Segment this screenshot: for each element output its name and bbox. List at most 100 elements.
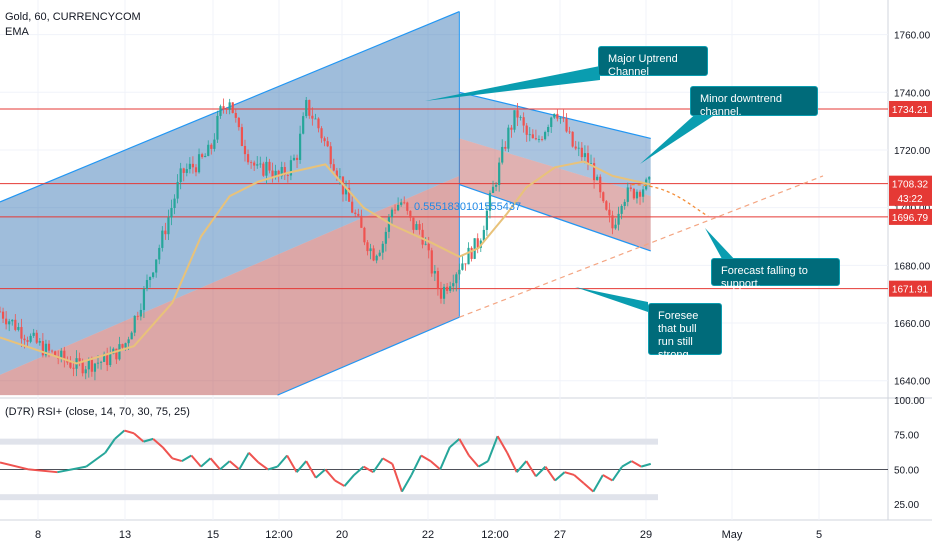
candle-body (8, 321, 11, 325)
rsi-segment (372, 457, 384, 473)
candle-body (210, 144, 213, 149)
candle-body (574, 146, 577, 149)
candle-body (384, 231, 387, 244)
candle-body (531, 134, 534, 139)
time-tick-label: 27 (554, 529, 566, 541)
candle-body (96, 362, 100, 364)
candle-body (397, 204, 400, 211)
candle-body (614, 224, 617, 229)
candle-body (344, 187, 348, 195)
candle-body (38, 341, 41, 343)
candle-body (360, 215, 363, 228)
rsi-segment (57, 465, 87, 474)
candle-body (620, 205, 623, 214)
candle-body (589, 163, 593, 164)
candle-body (5, 318, 8, 325)
rsi-segment (305, 460, 317, 479)
candle-body (69, 362, 72, 368)
candle-body (648, 176, 651, 180)
candle-body (161, 230, 164, 248)
candle-body (326, 141, 329, 147)
candle-body (436, 270, 440, 289)
candle-body (29, 335, 32, 342)
candle-body (498, 162, 501, 185)
rsi-segment (525, 460, 537, 477)
price-badge-label: 43:22 (897, 194, 922, 205)
rsi-segment (496, 435, 509, 454)
foresee-callout[interactable]: Foresee that bull run still strong. (648, 303, 722, 361)
indicator-label[interactable]: EMA (5, 26, 29, 38)
rsi-segment (334, 479, 346, 487)
candle-body (32, 332, 35, 336)
candle-body (246, 154, 250, 163)
candle-body (280, 167, 283, 177)
candle-body (534, 138, 538, 140)
rsi-header[interactable]: (D7R) RSI+ (close, 14, 70, 30, 75, 25) (5, 406, 190, 418)
rsi-segment (181, 454, 192, 462)
candle-body (513, 110, 516, 130)
rsi-band (0, 438, 658, 445)
candle-body (317, 118, 320, 129)
candle-body (277, 170, 280, 177)
candle-body (415, 224, 418, 230)
rsi-segment (477, 460, 489, 468)
candle-body (602, 192, 605, 202)
candle-body (375, 255, 378, 261)
candle-body (501, 146, 504, 163)
candle-body (418, 224, 421, 230)
candle-body (93, 363, 97, 372)
candle-body (455, 274, 458, 284)
candle-body (305, 99, 308, 117)
candle-body (148, 276, 152, 281)
candle-body (170, 208, 173, 218)
rsi-segment (564, 471, 575, 476)
candle-body (63, 350, 66, 361)
rsi-segment (286, 455, 298, 473)
price-badge-label: 1734.21 (892, 105, 929, 116)
candle-body (516, 110, 519, 118)
price-badge (889, 175, 932, 192)
rsi-segment (401, 474, 413, 493)
candle-body (207, 144, 210, 156)
candle-body (491, 186, 495, 193)
candle-body (274, 170, 277, 178)
minor-downtrend-callout[interactable]: Minor downtrend channel. (690, 86, 818, 118)
major-uptrend-callout[interactable]: Major Uptrend Channel (598, 46, 708, 78)
candle-body (299, 133, 302, 160)
candle-body (611, 215, 614, 229)
candle-body (259, 163, 262, 165)
rsi-segment (468, 454, 480, 468)
candle-body (222, 106, 225, 109)
candle-body (543, 132, 547, 140)
candle-body (400, 202, 403, 205)
candle-body (26, 340, 29, 342)
rsi-segment (621, 460, 633, 468)
price-badge-label: 1671.91 (892, 285, 929, 296)
candle-body (372, 248, 375, 261)
candle-body (596, 176, 599, 181)
candle-body (522, 117, 525, 126)
candle-body (179, 168, 182, 183)
candle-body (139, 309, 142, 317)
time-tick-label: 5 (816, 529, 822, 541)
time-tick-label: 22 (422, 529, 434, 541)
candle-body (155, 259, 158, 273)
time-tick-label: 15 (207, 529, 219, 541)
candle-body (442, 286, 446, 299)
rsi-segment (343, 474, 355, 487)
candle-body (351, 201, 354, 213)
candle-body (14, 319, 17, 330)
candle-body (87, 359, 90, 370)
candle-body (228, 102, 231, 110)
minor-channel-lower-fill (459, 138, 651, 251)
candle-body (237, 117, 240, 128)
forecast-callout[interactable]: Forecast falling to support. (711, 258, 840, 290)
candle-body (608, 209, 611, 216)
candle-body (638, 191, 642, 197)
candle-body (84, 369, 87, 374)
candle-body (66, 360, 69, 363)
candle-body (626, 187, 629, 202)
rsi-tick-label: 75.00 (894, 431, 919, 442)
candle-body (599, 176, 602, 193)
candle-body (335, 170, 338, 178)
